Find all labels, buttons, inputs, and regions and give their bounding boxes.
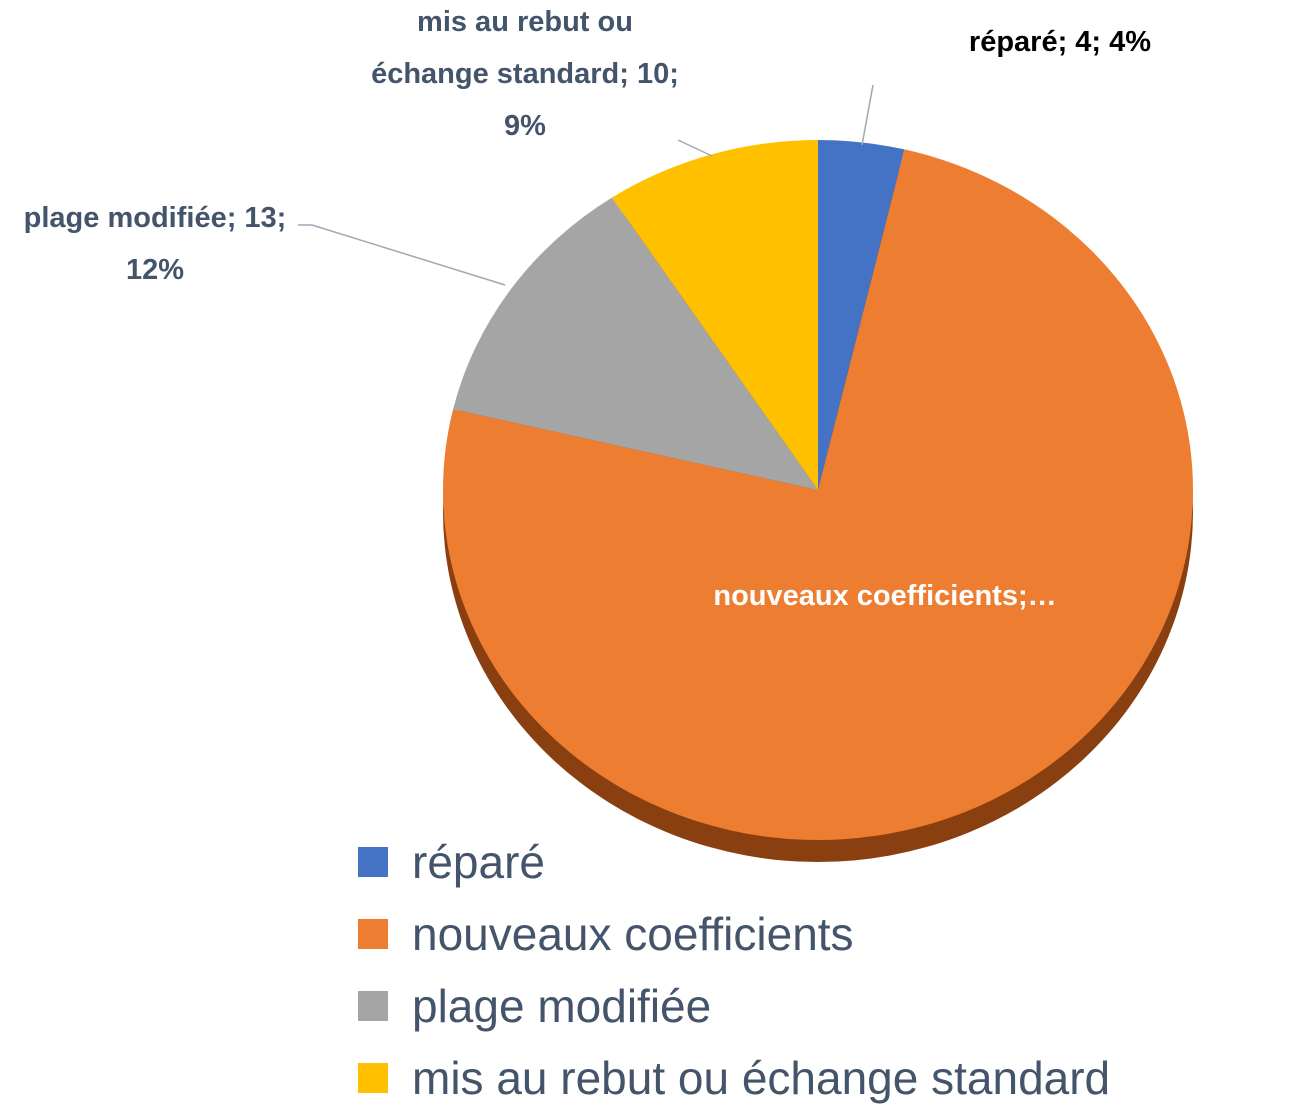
legend-item: plage modifiée	[358, 976, 711, 1036]
pie-slice	[453, 197, 818, 490]
legend-label: mis au rebut ou échange standard	[412, 1052, 1111, 1104]
pie-slice	[442, 149, 1193, 841]
pie-slice	[818, 140, 905, 490]
legend-swatch	[358, 991, 388, 1021]
data-label: mis au rebut ou échange standard; 10; 9%	[371, 6, 679, 142]
legend-swatch	[358, 1063, 388, 1093]
legend-label: réparé	[412, 836, 545, 888]
legend-label: nouveaux coefficients	[412, 908, 854, 960]
legend-swatch	[358, 919, 388, 949]
leader-line	[311, 224, 506, 286]
pie-slice	[611, 140, 818, 490]
leader-line	[861, 84, 874, 146]
data-label: nouveaux coefficients;…	[713, 580, 1057, 612]
data-label: plage modifiée; 13; 12%	[23, 202, 287, 286]
slices	[442, 140, 1193, 841]
legend-item: nouveaux coefficients	[358, 904, 854, 964]
data-label: réparé; 4; 4%	[968, 26, 1152, 58]
legend-item: mis au rebut ou échange standard	[358, 1048, 1110, 1108]
legend-swatch	[358, 847, 388, 877]
legend-item: réparé	[358, 832, 545, 892]
legend-label: plage modifiée	[412, 980, 712, 1032]
leader-line	[677, 139, 713, 157]
